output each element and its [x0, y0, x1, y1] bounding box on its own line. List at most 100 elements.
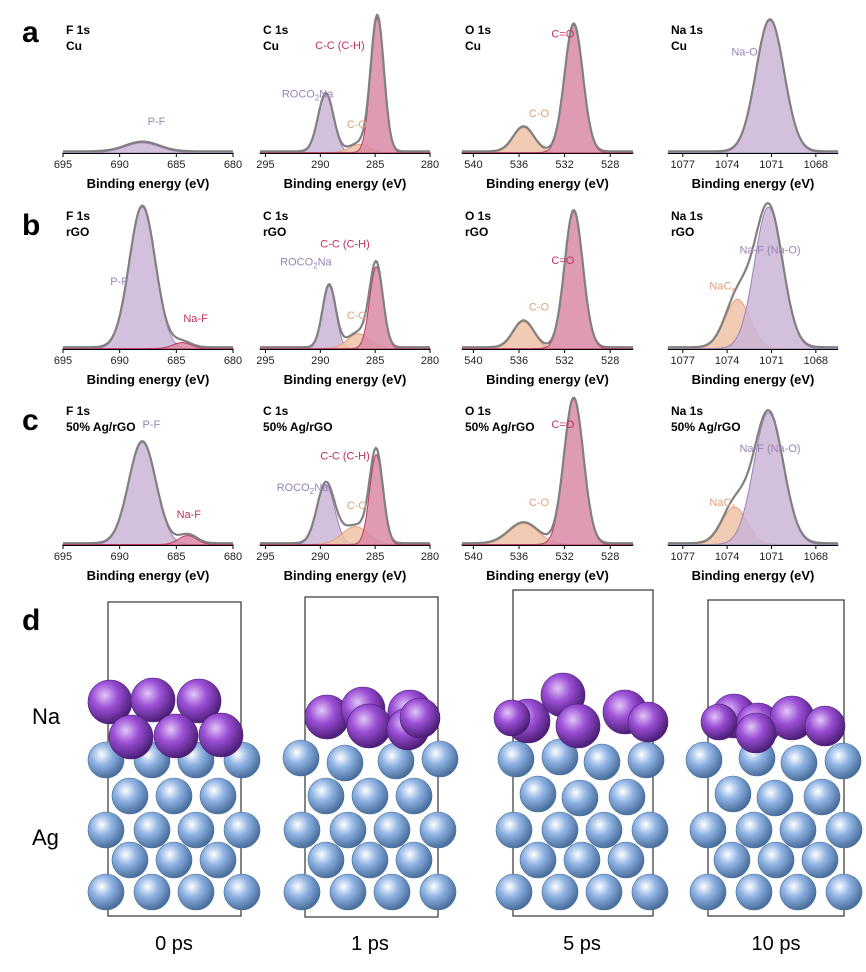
peak-roco2na	[259, 93, 431, 154]
na-atom	[493, 699, 531, 737]
peak-label-na-o: Na-O	[731, 47, 758, 59]
ag-atom	[177, 873, 215, 911]
ag-atom	[419, 811, 457, 849]
x-tick-label: 540	[464, 355, 482, 367]
peak-label-na-f-na-o: Na-F (Na-O)	[739, 443, 800, 455]
sample-label: 50% Ag/rGO	[671, 420, 741, 434]
ag-atom	[735, 873, 773, 911]
na-atom	[153, 713, 199, 759]
md-snapshot-5-ps: 5 ps	[493, 589, 669, 955]
sample-label: 50% Ag/rGO	[465, 420, 535, 434]
xps-panel-c-o-1s: 540 536 532 528 Binding energy (eV) O 1s 50% A…	[461, 396, 634, 583]
ag-atom	[497, 740, 535, 778]
xps-panel-c-na-1s: 1077 1074 1071 1068 Binding energy (eV) Na 1s…	[667, 404, 839, 583]
x-tick-label: 536	[510, 551, 528, 563]
ag-atom	[495, 811, 533, 849]
peak-roco2na	[259, 285, 431, 350]
ag-atom	[283, 811, 321, 849]
x-tick-label: 290	[311, 159, 329, 171]
na-atom	[627, 701, 669, 743]
sample-label: 50% Ag/rGO	[263, 420, 333, 434]
peak-label-p-f: P-F	[143, 419, 161, 431]
x-tick-label: 690	[110, 355, 128, 367]
envelope-line	[63, 440, 233, 545]
ag-atom	[801, 841, 839, 879]
element-label: Na 1s	[671, 209, 703, 223]
ag-atom	[631, 811, 669, 849]
na-atom	[130, 677, 176, 723]
ag-atom	[714, 775, 752, 813]
na-atom	[198, 712, 244, 758]
ag-atom	[825, 811, 863, 849]
ag-atom	[329, 873, 367, 911]
snapshot-time-label: 5 ps	[563, 933, 601, 955]
x-tick-label: 1077	[671, 159, 695, 171]
panel-letter-b: b	[22, 209, 40, 242]
x-tick-label: 528	[601, 159, 619, 171]
na-atom	[399, 697, 441, 739]
x-tick-label: 290	[311, 551, 329, 563]
peak-c-o	[461, 398, 634, 546]
envelope-line	[260, 259, 430, 349]
md-snapshot-1-ps: 1 ps	[282, 596, 459, 955]
x-tick-label: 1068	[804, 159, 828, 171]
ag-atom	[803, 778, 841, 816]
element-label: F 1s	[66, 209, 90, 223]
ag-atom	[326, 744, 364, 782]
ag-atom	[329, 811, 367, 849]
ag-atom	[155, 777, 193, 815]
panel-letter-a: a	[22, 16, 39, 49]
sample-label: Cu	[671, 39, 687, 53]
na-atom	[555, 703, 601, 749]
xps-panel-a-o-1s: 540 536 532 528 Binding energy (eV) O 1s Cu C-O…	[461, 22, 634, 191]
x-tick-label: 536	[510, 355, 528, 367]
ag-atom	[351, 841, 389, 879]
ag-atom	[133, 811, 171, 849]
x-axis-label: Binding energy (eV)	[87, 176, 210, 191]
peak-c-o	[461, 211, 634, 350]
x-tick-label: 540	[464, 551, 482, 563]
ag-atom	[583, 743, 621, 781]
sample-label: rGO	[66, 225, 89, 239]
element-label: Na 1s	[671, 404, 703, 418]
ag-atom	[780, 744, 818, 782]
peak-label-roco2na: ROCO2Na	[280, 257, 332, 271]
ag-atom	[627, 741, 665, 779]
x-tick-label: 695	[54, 159, 72, 171]
ag-atom	[689, 811, 727, 849]
sample-label: Cu	[66, 39, 82, 53]
element-label: Na 1s	[671, 23, 703, 37]
ag-atom	[223, 873, 261, 911]
peak-label-c-o: C=O	[551, 419, 574, 431]
sample-label: rGO	[263, 225, 286, 239]
ag-atom	[585, 811, 623, 849]
xps-panel-b-na-1s: 1077 1074 1071 1068 Binding energy (eV) Na 1s…	[667, 202, 839, 387]
panel-letter-c: c	[22, 404, 39, 437]
ag-atom	[282, 739, 320, 777]
envelope-line	[668, 409, 838, 545]
x-tick-label: 685	[167, 159, 185, 171]
x-tick-label: 680	[224, 159, 242, 171]
sample-label: rGO	[671, 225, 694, 239]
envelope-line	[260, 446, 430, 545]
peak-label-c-o: C-O	[347, 310, 368, 322]
envelope-line	[668, 18, 838, 153]
x-tick-label: 685	[167, 355, 185, 367]
x-tick-label: 1071	[759, 159, 783, 171]
peak-label-na-f: Na-F	[183, 313, 208, 325]
ag-atom	[223, 811, 261, 849]
ag-atom	[199, 777, 237, 815]
x-axis-label: Binding energy (eV)	[87, 568, 210, 583]
sample-label: Cu	[465, 39, 481, 53]
peak-label-c-c-c-h: C-C (C-H)	[320, 451, 369, 463]
ag-atom	[519, 775, 557, 813]
peak-label-na-f-na-o: Na-F (Na-O)	[739, 245, 800, 257]
xps-panel-a-c-1s: 295 290 285 280 Binding energy (eV) C 1s Cu ROC…	[256, 13, 439, 191]
peak-label-c-o: C-O	[529, 497, 550, 509]
element-label: C 1s	[263, 209, 289, 223]
x-tick-label: 532	[555, 355, 573, 367]
ag-atom	[87, 811, 125, 849]
x-tick-label: 1074	[715, 159, 739, 171]
ag-atom	[585, 873, 623, 911]
